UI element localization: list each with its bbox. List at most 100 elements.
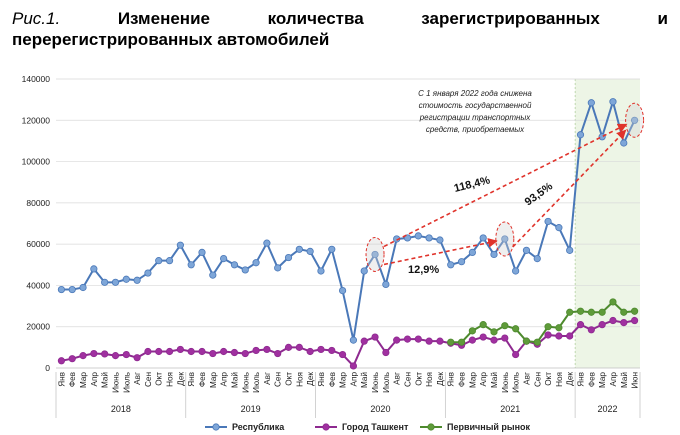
data-point: [522, 246, 531, 254]
data-point: [490, 328, 498, 336]
x-month-label: Сен: [144, 372, 153, 387]
data-point: [349, 336, 358, 344]
data-point: [101, 278, 109, 286]
highlight-ellipse: [625, 102, 645, 138]
data-point: [555, 224, 563, 232]
x-month-label: Июль: [122, 372, 131, 393]
data-point: [133, 276, 141, 284]
data-point: [382, 348, 390, 357]
legend-label: Первичный рынок: [447, 422, 531, 432]
data-point: [512, 267, 520, 275]
x-month-label: Янв: [57, 372, 66, 387]
data-point: [501, 235, 509, 243]
data-point: [490, 336, 498, 344]
x-year-label: 2019: [241, 404, 261, 414]
x-year-label: 2022: [598, 404, 618, 414]
data-point: [252, 346, 260, 355]
data-point: [468, 336, 476, 344]
data-point: [284, 343, 293, 351]
growth-arrow: [512, 129, 627, 248]
x-month-label: Май: [620, 372, 629, 388]
data-point: [90, 349, 98, 358]
x-month-label: Апр: [609, 372, 618, 387]
x-month-label: Мар: [468, 372, 477, 388]
data-point: [382, 280, 390, 288]
y-tick-label: 20000: [26, 322, 50, 332]
x-month-label: Авг: [133, 372, 142, 385]
x-month-label: Фев: [198, 372, 207, 387]
x-month-label: Фев: [458, 372, 467, 387]
figure-number: Рис.1.: [12, 9, 61, 28]
data-point: [630, 316, 639, 325]
y-tick-label: 100000: [22, 157, 51, 167]
data-point: [598, 308, 606, 316]
y-tick-label: 80000: [26, 198, 50, 208]
data-point: [576, 307, 585, 315]
x-month-label: Апр: [349, 372, 358, 387]
data-point: [122, 275, 130, 283]
x-month-label: Май: [490, 372, 499, 388]
data-point: [338, 286, 347, 295]
data-point: [111, 278, 120, 286]
data-point: [111, 352, 120, 360]
data-point: [393, 336, 401, 344]
data-point: [252, 259, 260, 267]
data-point: [241, 349, 249, 358]
data-point: [414, 335, 422, 343]
x-month-label: Сен: [533, 372, 542, 387]
data-point: [436, 337, 444, 345]
data-point: [209, 349, 217, 358]
data-point: [68, 285, 76, 294]
data-point: [263, 239, 271, 247]
annotation-line: регистрации транспортных: [419, 113, 532, 122]
annotation-line: С 1 января 2022 года снижена: [418, 89, 532, 98]
data-point: [220, 347, 228, 356]
data-point: [576, 131, 585, 139]
title-word: количества: [267, 9, 364, 28]
data-point: [274, 264, 282, 272]
data-point: [620, 139, 628, 147]
legend-marker: [427, 423, 435, 431]
data-point: [263, 345, 271, 354]
x-month-label: Июль: [382, 372, 391, 393]
data-point: [630, 116, 639, 124]
data-point: [295, 245, 303, 253]
title-word: и: [657, 9, 668, 28]
x-month-label: Апр: [90, 372, 99, 387]
data-point: [522, 337, 531, 345]
data-point: [317, 345, 325, 354]
data-point: [587, 326, 595, 334]
x-month-label: Янв: [577, 372, 586, 387]
data-point: [274, 349, 282, 358]
data-point: [198, 248, 206, 256]
x-month-label: Авг: [263, 372, 272, 385]
data-point: [620, 318, 628, 327]
x-month-label: Окт: [155, 372, 164, 386]
data-point: [544, 331, 552, 339]
x-month-label: Окт: [414, 372, 423, 386]
data-point: [566, 332, 574, 340]
data-point: [587, 99, 595, 107]
y-tick-label: 60000: [26, 239, 50, 249]
chart-title: Рис.1. Изменение количества зарегистриро…: [12, 8, 668, 50]
x-month-label: Мар: [79, 372, 88, 388]
legend-label: Город Ташкент: [342, 422, 409, 432]
data-point: [57, 285, 66, 294]
x-month-label: Мар: [209, 372, 218, 388]
legend-marker: [212, 423, 220, 431]
data-point: [490, 250, 498, 259]
data-point: [317, 267, 325, 275]
x-month-label: Янв: [317, 372, 326, 387]
data-point: [57, 357, 66, 365]
y-tick-label: 140000: [22, 74, 51, 84]
data-point: [241, 266, 249, 274]
x-month-label: Дек: [436, 372, 445, 386]
x-month-label: Ноя: [425, 372, 434, 387]
data-point: [468, 327, 476, 335]
data-point: [165, 347, 174, 356]
x-month-label: Июнь: [241, 372, 250, 393]
x-month-label: Июль: [512, 372, 521, 393]
x-month-label: Июль: [252, 372, 261, 393]
data-point: [165, 257, 174, 265]
